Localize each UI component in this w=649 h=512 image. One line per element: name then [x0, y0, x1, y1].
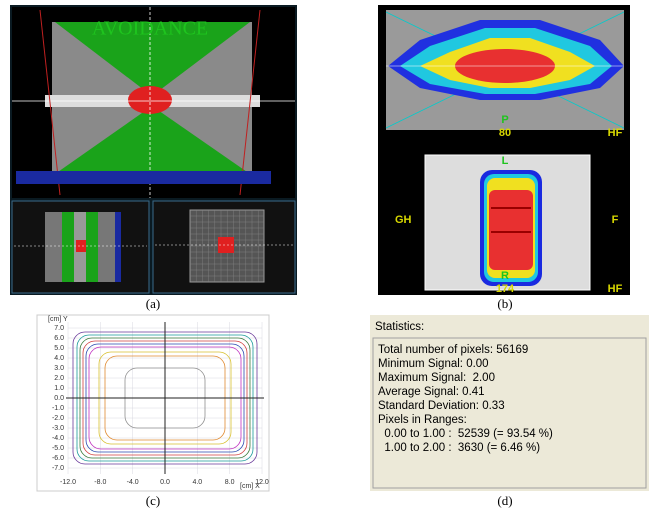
panel-a: AVOIDANCE [10, 5, 297, 295]
y-tick-label: 2.0 [54, 375, 64, 382]
y-tick-label: -2.0 [52, 415, 64, 422]
panel-bg [370, 315, 649, 491]
y-tick-label: -7.0 [52, 465, 64, 472]
heading: Statistics: [375, 321, 424, 333]
avoidance-bottom [55, 106, 250, 174]
beam-edge [239, 9, 261, 196]
x-tick-label: 12.0 [255, 479, 269, 486]
panel-d: Statistics: Total number of pixels: 5616… [370, 315, 649, 491]
caption: (b) [497, 296, 512, 311]
stat-line: 1.00 to 2.00 : 3630 (= 6.46 %) [378, 442, 540, 454]
view-label: 174 [496, 283, 515, 295]
avoidance-top [55, 22, 250, 96]
view-label: L [502, 155, 509, 167]
axis-label: [cm] X [240, 483, 260, 490]
y-tick-label: 7.0 [54, 325, 64, 332]
view-label: F [612, 214, 619, 226]
stat-line: Minimum Signal: 0.00 [378, 358, 489, 370]
x-tick-label: -8.0 [94, 479, 106, 486]
x-tick-label: 0.0 [160, 479, 170, 486]
beam-edge [39, 9, 61, 196]
y-tick-label: 6.0 [54, 335, 64, 342]
y-tick-label: -1.0 [52, 405, 64, 412]
stat-line: Average Signal: 0.41 [378, 386, 485, 398]
y-tick-label: -4.0 [52, 435, 64, 442]
stat-line: Pixels in Ranges: [378, 414, 467, 426]
panel-title: AVOIDANCE [92, 18, 208, 40]
stat-line: 0.00 to 1.00 : 52539 (= 93.54 %) [378, 428, 553, 440]
view-label: 80 [499, 127, 511, 139]
stat-line: Total number of pixels: 56169 [378, 344, 528, 356]
stat-line: Maximum Signal: 2.00 [378, 372, 495, 384]
y-tick-label: 4.0 [54, 355, 64, 362]
target [218, 237, 234, 253]
target [489, 190, 533, 270]
caption: (a) [146, 296, 160, 311]
x-tick-label: 4.0 [192, 479, 202, 486]
y-tick-label: 3.0 [54, 365, 64, 372]
panel-c: [cm] Y [cm] X 7.0 6.0 5.0 4.0 3.0 2.0 1.0 0.0 -1… [36, 314, 270, 492]
y-tick-label: -3.0 [52, 425, 64, 432]
table [16, 171, 271, 184]
view-label: P [501, 114, 508, 126]
view-label: GH [395, 214, 412, 226]
target [76, 240, 86, 252]
view-label: R [501, 270, 509, 282]
y-tick-label: 5.0 [54, 345, 64, 352]
y-tick-label: 1.0 [54, 385, 64, 392]
x-tick-label: -4.0 [127, 479, 139, 486]
frame [372, 337, 647, 489]
y-tick-label: 0.0 [54, 395, 64, 402]
x-tick-label: 8.0 [225, 479, 235, 486]
y-tick-label: -5.0 [52, 445, 64, 452]
y-tick-label: -6.0 [52, 455, 64, 462]
stat-line: Standard Deviation: 0.33 [378, 400, 505, 412]
table [115, 212, 121, 282]
x-tick-label: -12.0 [60, 479, 76, 486]
grid [190, 210, 264, 282]
view-label: HF [608, 283, 623, 295]
panel-b: P 80 HF L GH F R 174 HF [378, 5, 630, 295]
caption: (c) [146, 493, 160, 508]
caption: (d) [497, 493, 512, 508]
axis-label: [cm] Y [48, 316, 68, 323]
view-label: HF [608, 127, 623, 139]
